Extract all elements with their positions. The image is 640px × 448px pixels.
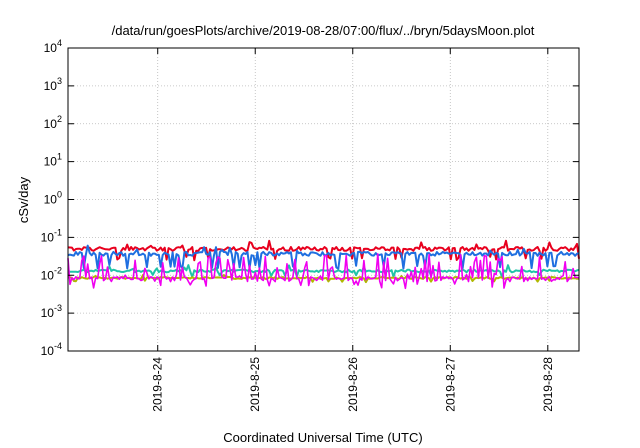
- y-tick-label: 10-3: [41, 303, 62, 320]
- x-tick-label: 2019-8-28: [541, 357, 555, 412]
- y-tick-label: 100: [44, 190, 62, 207]
- x-tick-label: 2019-8-25: [248, 357, 262, 412]
- series-line: [67, 244, 580, 270]
- y-tick-label: 10-4: [41, 341, 62, 358]
- y-tick-label: 103: [44, 76, 62, 93]
- y-tick-label: 102: [44, 114, 62, 131]
- series-line: [67, 239, 580, 262]
- y-tick-label: 104: [44, 38, 62, 55]
- y-axis-label: cSv/day: [16, 176, 31, 223]
- x-axis-label: Coordinated Universal Time (UTC): [223, 430, 422, 445]
- series-line: [67, 253, 580, 290]
- x-tick-label: 2019-8-26: [346, 357, 360, 412]
- axis-ticks: 10-4 10-3 10-2 10-1 100 101 102 103 104 2019-8-24…: [41, 38, 579, 412]
- y-tick-label: 10-2: [41, 265, 62, 282]
- x-tick-label: 2019-8-24: [151, 357, 165, 412]
- x-tick-label: 2019-8-27: [443, 357, 457, 412]
- chart-title: /data/run/goesPlots/archive/2019-08-28/0…: [112, 23, 535, 38]
- y-tick-label: 10-1: [41, 227, 62, 244]
- grid-lines: [68, 48, 579, 351]
- data-series: [67, 239, 580, 290]
- y-tick-label: 101: [44, 152, 62, 169]
